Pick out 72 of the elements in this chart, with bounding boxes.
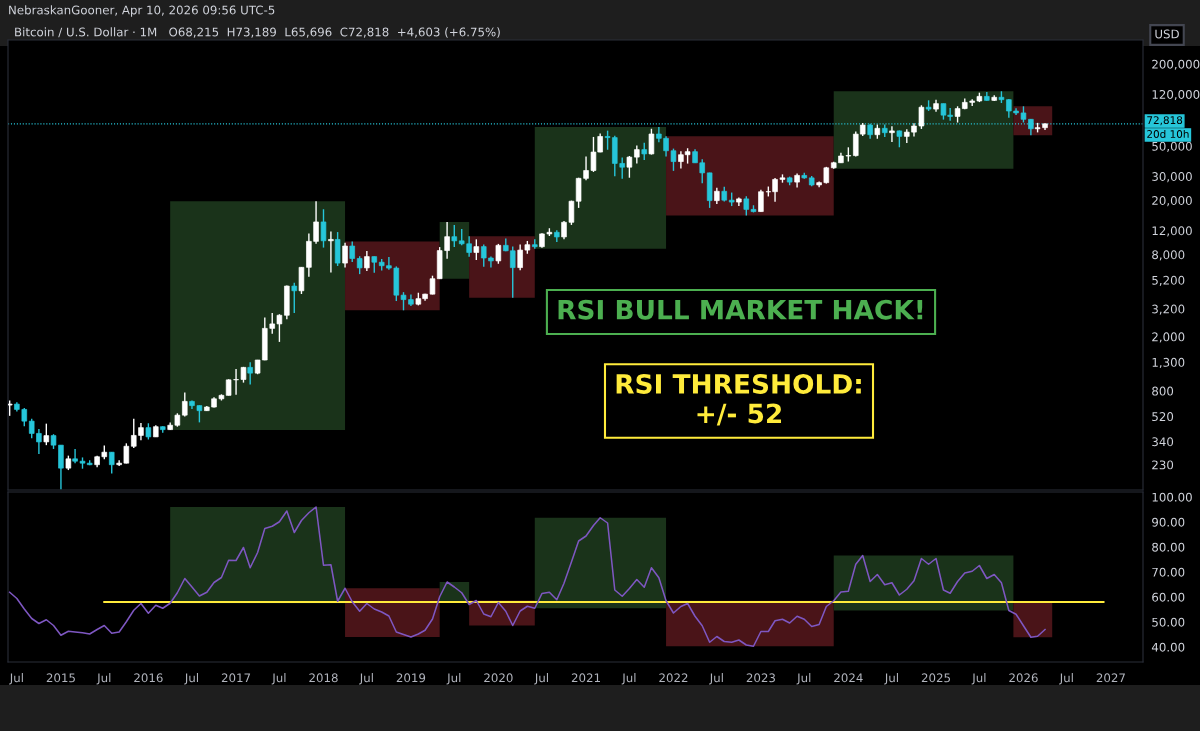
chart-title: Bitcoin / U.S. Dollar · 1M O68,215 H73,189 L65,696 C72,818 +4,603 (+6.75%)	[15, 27, 500, 38]
y-tick-label: 60.00	[1152, 592, 1185, 602]
y-tick-label: 800	[1152, 386, 1174, 396]
x-tick-label: 2027	[1096, 673, 1125, 683]
x-tick-label: 2020	[484, 673, 513, 683]
y-tick-label: 100.00	[1152, 492, 1192, 502]
text: NebraskanGooner, Apr 10, 2026 09:56 UTC-5	[9, 5, 275, 17]
x-tick-label: 2017	[221, 673, 251, 683]
x-tick-label: Jul	[446, 673, 461, 685]
y-tick-label: 2,000	[1152, 332, 1185, 343]
candlestick	[473, 238, 480, 261]
candlestick	[451, 224, 458, 248]
x-tick-label: Jul	[971, 673, 986, 685]
y-tick-label: 520	[1152, 412, 1174, 422]
candlestick	[320, 208, 327, 249]
y-tick-label: 340	[1152, 437, 1174, 447]
y-tick-label: 20,000	[1152, 196, 1192, 207]
text: USD	[1155, 29, 1179, 39]
x-tick-label: Jul	[9, 673, 23, 685]
candlestick	[349, 240, 355, 263]
y-tick-label: 3,200	[1152, 304, 1185, 315]
x-tick-label: Jul	[96, 673, 111, 685]
y-tick-label: 50,000	[1152, 141, 1192, 152]
candlestick	[298, 266, 305, 295]
x-tick-label: 2022	[659, 673, 688, 683]
x-tick-label: Jul	[796, 673, 811, 685]
candlestick	[247, 361, 253, 386]
x-tick-label: 2015	[46, 673, 75, 683]
x-tick-label: 2024	[834, 673, 863, 683]
candlestick	[43, 422, 50, 446]
x-tick-label: 2026	[1009, 673, 1038, 683]
x-tick-label: 2025	[921, 673, 951, 683]
y-tick-label: 200,000	[1152, 59, 1200, 70]
candlestick	[364, 250, 370, 272]
x-tick-label: 2023	[746, 673, 775, 683]
y-tick-label: 230	[1152, 460, 1174, 470]
candlestick	[495, 243, 502, 265]
y-tick-label: 5,200	[1152, 275, 1185, 286]
x-tick-label: Jul	[1059, 673, 1073, 685]
annotation: RSI BULL MARKET HACK!	[558, 299, 923, 320]
x-tick-label: 2021	[571, 673, 600, 683]
x-tick-label: Jul	[271, 673, 286, 685]
x-tick-label: Jul	[621, 673, 636, 685]
candlestick	[648, 128, 655, 156]
x-tick-label: 2018	[309, 673, 338, 683]
x-tick-label: 2016	[134, 673, 163, 683]
x-tick-label: Jul	[184, 673, 198, 685]
annotation: RSI THRESHOLD: +/- 52	[616, 373, 861, 426]
y-tick-label: 50.00	[1152, 617, 1185, 627]
candlestick	[342, 242, 348, 269]
y-tick-label: 90.00	[1152, 517, 1185, 527]
x-tick-label: Jul	[884, 673, 898, 685]
y-tick-label: 12,000	[1152, 226, 1192, 237]
x-tick-label: Jul	[359, 673, 373, 685]
x-tick-label: 2019	[396, 673, 426, 683]
candlestick	[328, 230, 334, 274]
candlestick	[182, 391, 188, 418]
x-tick-label: Jul	[534, 673, 548, 685]
text: 20d 10h	[1147, 129, 1189, 138]
candlestick	[889, 125, 895, 143]
candlestick	[291, 281, 298, 314]
y-tick-label: 8,000	[1152, 250, 1185, 261]
y-tick-label: 70.00	[1152, 567, 1185, 577]
y-tick-label: 1,300	[1152, 357, 1185, 369]
y-tick-label: 120,000	[1152, 89, 1200, 101]
y-tick-label: 40.00	[1151, 642, 1185, 652]
y-tick-label: 80.00	[1152, 542, 1185, 552]
ref-line-label: 72,818	[1147, 116, 1183, 126]
y-tick-label: 30,000	[1152, 172, 1192, 183]
candlestick	[334, 231, 341, 267]
x-tick-label: Jul	[709, 673, 723, 685]
candlestick	[108, 451, 115, 475]
